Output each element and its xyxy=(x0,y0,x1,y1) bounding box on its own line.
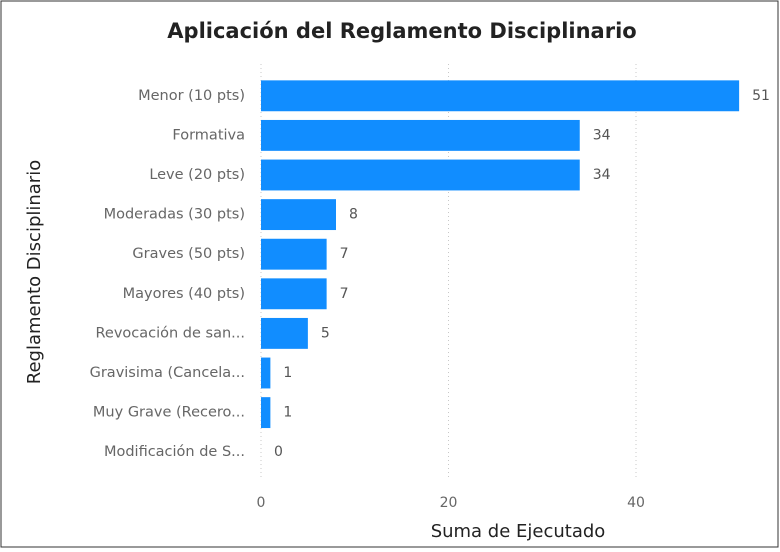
data-label: 1 xyxy=(283,365,292,381)
data-label: 7 xyxy=(340,246,349,262)
y-tick-label: Leve (20 pts) xyxy=(149,167,245,183)
x-tick-label: 40 xyxy=(627,495,645,511)
y-tick-label: Menor (10 pts) xyxy=(138,88,245,104)
y-tick-label: Mayores (40 pts) xyxy=(123,286,245,302)
y-tick-label: Moderadas (30 pts) xyxy=(104,207,245,223)
y-tick-label: Gravisima (Cancela... xyxy=(90,365,245,381)
bar xyxy=(261,238,327,270)
y-tick-label: Revocación de san... xyxy=(95,325,245,341)
y-tick-label: Graves (50 pts) xyxy=(132,246,245,262)
y-tick-label: Muy Grave (Recero... xyxy=(93,405,245,421)
x-tick-label: 0 xyxy=(257,495,266,511)
y-tick-label: Modificación de S... xyxy=(104,444,245,460)
y-axis-title: Reglamento Disciplinario xyxy=(24,160,45,384)
data-label: 8 xyxy=(349,207,358,223)
data-label: 5 xyxy=(321,325,330,341)
bar xyxy=(261,317,308,349)
data-label: 0 xyxy=(274,444,283,460)
data-label: 7 xyxy=(340,286,349,302)
chart-title: Aplicación del Reglamento Disciplinario xyxy=(167,19,636,43)
bar xyxy=(261,159,580,191)
bar xyxy=(261,119,580,151)
bar xyxy=(261,80,740,112)
bar xyxy=(261,199,336,231)
x-tick-label: 20 xyxy=(440,495,458,511)
x-axis-title: Suma de Ejecutado xyxy=(431,521,606,542)
data-label: 51 xyxy=(752,88,770,104)
bar xyxy=(261,357,271,389)
data-label: 34 xyxy=(593,167,611,183)
data-label: 34 xyxy=(593,127,611,143)
y-tick-label: Formativa xyxy=(172,127,245,143)
bar xyxy=(261,278,327,310)
data-label: 1 xyxy=(283,405,292,421)
bar xyxy=(261,397,271,429)
